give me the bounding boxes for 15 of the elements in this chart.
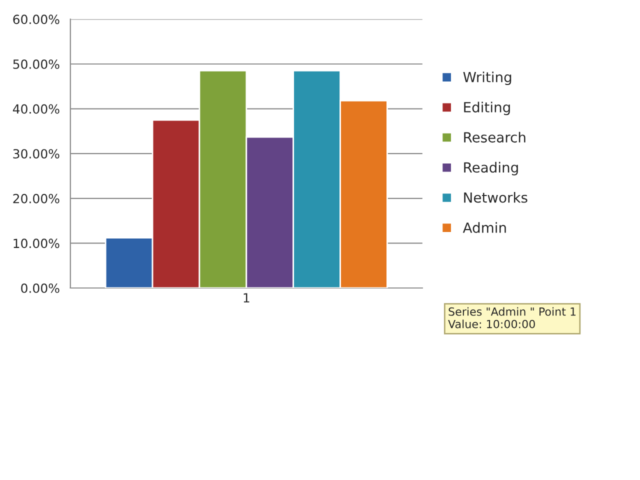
legend-label: Admin [462, 222, 506, 233]
y-tick-label: 40.00% [12, 104, 60, 114]
text: Series "Admin " Point 1 Value: 10:00:00 [448, 307, 576, 328]
y-tick-label: 10.00% [14, 238, 60, 248]
legend-label: Writing [463, 72, 512, 86]
x-tick-label: 1 [244, 293, 250, 302]
legend-label: Reading [464, 162, 518, 176]
y-tick-label: 60.00% [13, 14, 60, 24]
legend-label: Research [464, 132, 526, 143]
y-tick-label: 50.00% [13, 59, 60, 69]
y-tick-label: 20.00% [13, 194, 60, 204]
legend-label: Networks [464, 192, 528, 203]
y-tick-label: 30.00% [13, 149, 60, 159]
y-tick-label: 0.00% [21, 283, 60, 293]
legend-label: Editing [464, 102, 510, 116]
